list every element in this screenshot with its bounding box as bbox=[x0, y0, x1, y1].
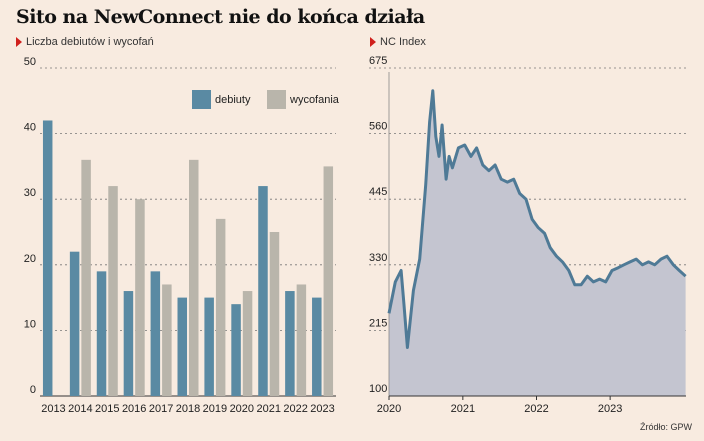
bar-debiuty-2016 bbox=[123, 291, 134, 396]
line-chart-subtitle: NC Index bbox=[370, 36, 426, 48]
bar-debiuty-2015 bbox=[96, 271, 107, 396]
legend-label-wycofania: wycofania bbox=[289, 94, 340, 106]
bar-wycofania-2019 bbox=[215, 218, 226, 396]
bar-x-tick-label: 2019 bbox=[203, 403, 227, 415]
legend-swatch-debiuty bbox=[192, 90, 211, 109]
bar-x-tick-label: 2014 bbox=[68, 403, 92, 415]
bar-x-tick-label: 2020 bbox=[230, 403, 254, 415]
nc-y-tick-label: 330 bbox=[369, 252, 387, 264]
bar-x-tick-label: 2017 bbox=[149, 403, 173, 415]
nc-index-line bbox=[387, 89, 687, 349]
bar-y-tick-label: 20 bbox=[24, 253, 36, 265]
bar-chart-subtitle: Liczba debiutów i wycofań bbox=[16, 36, 154, 48]
bar-debiuty-2021 bbox=[258, 186, 268, 396]
bar-wycofania-2022 bbox=[296, 284, 307, 396]
bar-wycofania-2020 bbox=[242, 291, 253, 396]
bar-x-tick-label: 2015 bbox=[95, 403, 119, 415]
nc-x-tick-label: 2021 bbox=[451, 403, 475, 415]
bar-x-tick-label: 2021 bbox=[256, 403, 280, 415]
bar-chart-subtitle-text: Liczba debiutów i wycofań bbox=[26, 36, 154, 48]
bar-debiuty-2018 bbox=[177, 297, 187, 396]
nc-index-area bbox=[389, 90, 686, 397]
source-note: Źródło: GPW bbox=[639, 422, 692, 432]
legend-swatch-wycofania bbox=[267, 90, 286, 109]
bar-wycofania-2016 bbox=[135, 199, 145, 396]
bar-wycofania-2018 bbox=[189, 159, 199, 396]
bar-debiuty-2017 bbox=[150, 271, 161, 396]
nc-y-tick-label: 560 bbox=[369, 121, 387, 133]
bar-debiuty-2020 bbox=[231, 304, 241, 396]
nc-x-tick-label: 2022 bbox=[524, 403, 548, 415]
bar-x-tick-label: 2023 bbox=[310, 403, 334, 415]
bar-debiuty-2013 bbox=[42, 120, 53, 396]
nc-y-tick-label: 445 bbox=[369, 186, 387, 198]
bar-wycofania-2015 bbox=[108, 186, 118, 396]
bar-wycofania-2017 bbox=[162, 284, 172, 396]
bar-debiuty-2019 bbox=[204, 297, 214, 396]
nc-x-tick-label: 2020 bbox=[377, 403, 401, 415]
bar-wycofania-2014 bbox=[81, 159, 91, 396]
bar-y-tick-label: 40 bbox=[24, 122, 36, 134]
red-triangle-icon bbox=[370, 37, 376, 47]
bar-x-tick-label: 2013 bbox=[41, 403, 65, 415]
bar-y-tick-label: 0 bbox=[30, 384, 36, 396]
bar-debiuty-2023 bbox=[312, 297, 322, 396]
red-triangle-icon bbox=[16, 37, 22, 47]
bar-debiuty-2022 bbox=[285, 291, 295, 396]
bar-y-tick-label: 50 bbox=[24, 56, 36, 68]
page-title: Sito na NewConnect nie do końca działa bbox=[16, 6, 425, 28]
bar-wycofania-2023 bbox=[323, 166, 334, 396]
nc-y-tick-label: 675 bbox=[369, 55, 387, 67]
bar-y-tick-label: 30 bbox=[24, 187, 36, 199]
bar-x-tick-label: 2022 bbox=[283, 403, 307, 415]
bar-debiuty-2014 bbox=[69, 251, 80, 396]
bar-x-tick-label: 2016 bbox=[122, 403, 146, 415]
legend-label-debiuty: debiuty bbox=[215, 94, 251, 106]
nc-x-tick-label: 2023 bbox=[598, 403, 622, 415]
nc-y-tick-label: 100 bbox=[369, 383, 387, 395]
bar-y-tick-label: 10 bbox=[24, 318, 36, 330]
line-chart-subtitle-text: NC Index bbox=[380, 36, 426, 48]
bar-x-tick-label: 2018 bbox=[176, 403, 200, 415]
bar-wycofania-2021 bbox=[269, 232, 280, 396]
nc-y-tick-label: 215 bbox=[369, 317, 387, 329]
